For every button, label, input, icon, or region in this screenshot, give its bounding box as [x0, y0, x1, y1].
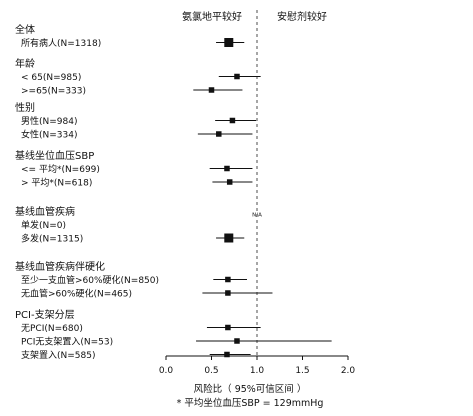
row-label: 所有病人(N=1318) — [21, 37, 101, 49]
point-estimate — [229, 117, 236, 124]
row-label: > 平均*(N=618) — [21, 177, 92, 189]
x-axis-ticks: 0.0 0.5 1.0 1.5 2.0 — [159, 356, 356, 376]
row-label: PCI无支架置入(N=53) — [21, 336, 113, 348]
group-label: 性别 — [15, 101, 35, 114]
x-tick-label: 2.0 — [341, 366, 356, 376]
x-tick-label: 1.5 — [295, 366, 309, 376]
point-estimate — [224, 351, 230, 358]
row-label: 无PCI(N=680) — [21, 323, 83, 334]
row-label: 支架置入(N=585) — [21, 349, 95, 361]
x-tick-label: 0.5 — [204, 366, 218, 376]
point-estimate — [225, 290, 231, 296]
right-header: 安慰剂较好 — [277, 10, 327, 23]
group-label: 基线血管疾病伴硬化 — [15, 260, 105, 273]
row-label: 女性(N=334) — [21, 129, 77, 141]
left-header: 氨氯地平较好 — [182, 10, 242, 23]
point-estimate — [225, 324, 231, 331]
group-label: 基线坐位血压SBP — [15, 149, 94, 162]
x-tick-label: 0.0 — [159, 366, 174, 376]
point-estimate — [208, 87, 215, 93]
row-label: >=65(N=333) — [21, 87, 86, 97]
group-label: PCI-支架分层 — [15, 309, 75, 321]
point-estimate — [226, 179, 233, 185]
x-tick-label: 1.0 — [250, 366, 265, 376]
na-label: N/A — [252, 213, 262, 219]
group-label: 全体 — [15, 23, 35, 36]
group-label: 基线血管疾病 — [15, 205, 75, 218]
row-label: <= 平均*(N=699) — [21, 163, 100, 175]
point-estimate — [224, 233, 234, 243]
row-label: 至少一支血管>60%硬化(N=850) — [21, 274, 159, 286]
row-label: 单发(N=0) — [21, 219, 66, 231]
point-estimate — [234, 73, 240, 80]
point-estimate — [234, 338, 240, 344]
row-label: 多发(N=1315) — [21, 233, 83, 245]
footnote: * 平均坐位血压SBP = 129mmHg — [177, 397, 324, 409]
row-label: 无血管>60%硬化(N=465) — [21, 288, 132, 300]
row-label: < 65(N=985) — [21, 73, 81, 83]
point-estimate — [216, 131, 222, 137]
row-label: 男性(N=984) — [21, 115, 77, 127]
point-estimate — [224, 38, 234, 47]
group-label: 年龄 — [15, 57, 35, 70]
point-estimate — [225, 276, 231, 283]
point-estimate — [224, 165, 230, 172]
x-axis-title: 风险比（ 95%可信区间 ） — [194, 383, 307, 395]
